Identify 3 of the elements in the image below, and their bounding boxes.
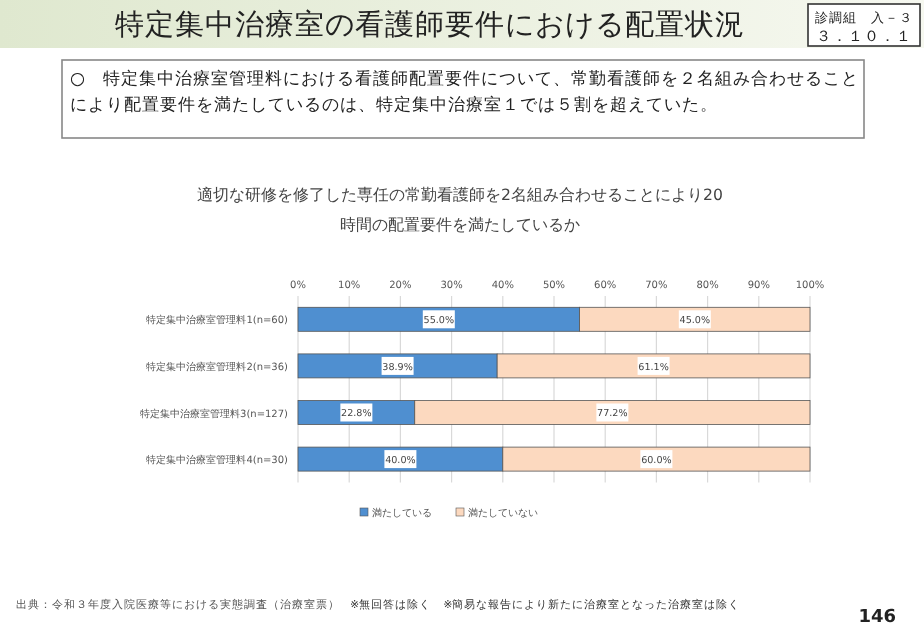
text: 146	[858, 608, 896, 628]
text: ○ 特定集中治療室管理料における看護師配置要件について、常勤看護師を２名組み合わせることにより配置要件を満たしているのは、特定集中治療室１では５割を超えていた。	[70, 68, 860, 120]
text: 特定集中治療室の看護師要件における配置状況	[115, 8, 745, 42]
